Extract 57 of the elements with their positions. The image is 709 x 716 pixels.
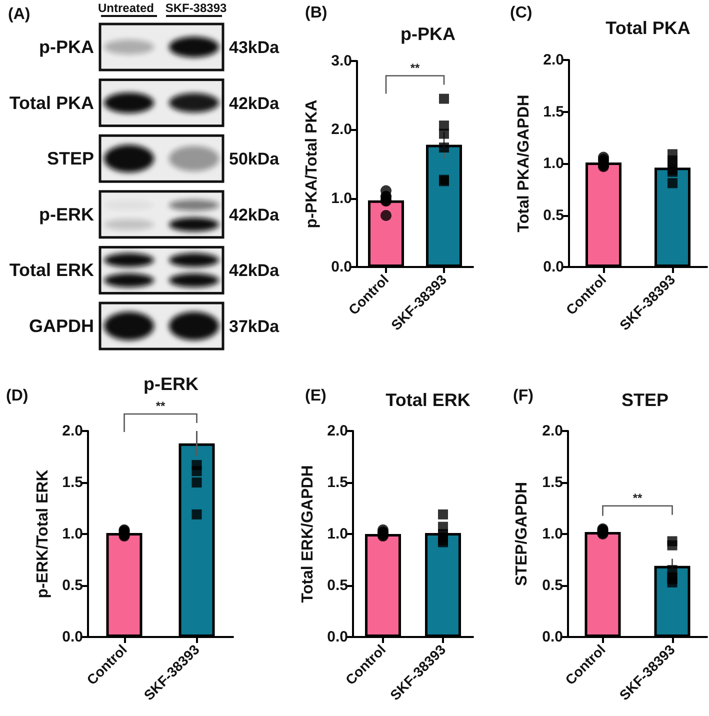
text: 42kDa <box>229 205 280 224</box>
text: (D) <box>6 388 28 404</box>
y-tick-label: 0.0 <box>327 628 348 646</box>
chart-title: Total ERK <box>386 390 470 410</box>
y-tick-label: 0.0 <box>331 258 352 276</box>
y-tick-label: 1.5 <box>543 103 564 120</box>
y-tick-label: 0.5 <box>327 577 348 594</box>
annotation: ** <box>410 60 420 75</box>
y-axis-title: Total PKA/GAPDH <box>516 94 533 232</box>
text: 43kDa <box>229 38 280 57</box>
y-axis-title: STEP/GAPDH <box>514 482 530 586</box>
y-tick-label: 2.0 <box>62 422 83 440</box>
text: (F) <box>513 388 534 404</box>
y-tick-label: 2.0 <box>331 121 352 138</box>
y-tick-label: 1.0 <box>331 190 352 207</box>
text: ** <box>156 399 166 413</box>
chart-title: p-PKA <box>400 24 456 44</box>
text: (E) <box>305 388 326 404</box>
y-tick-label: 0.5 <box>543 206 564 224</box>
text: SKF-38393 <box>165 1 228 15</box>
text: 50kDa <box>229 150 280 169</box>
text: 37kDa <box>229 317 280 336</box>
text: 42kDa <box>229 94 280 113</box>
y-tick-label: 1.0 <box>62 526 83 542</box>
y-tick-label: 1.0 <box>327 526 348 542</box>
y-axis-title: p-PKA/Total PKA <box>304 99 321 228</box>
text: GAPDH <box>28 316 94 336</box>
chart-title: p-ERK <box>144 374 198 394</box>
annotation: ** <box>632 490 642 505</box>
chart-title: Total PKA <box>606 18 690 38</box>
y-tick-label: 1.0 <box>543 155 564 172</box>
y-tick-label: 2.0 <box>327 422 348 440</box>
text: Total PKA <box>9 92 94 113</box>
text: 42kDa <box>229 261 280 280</box>
y-axis-title: p-ERK/Total ERK <box>34 469 52 598</box>
y-tick-label: 2.0 <box>542 422 563 440</box>
y-tick-label: 0.0 <box>543 258 564 276</box>
y-tick-label: 3.0 <box>331 52 352 70</box>
y-tick-label: 2.0 <box>543 52 564 68</box>
text: p-ERK <box>39 204 94 224</box>
text: Untreated <box>98 1 154 15</box>
y-tick-label: 0.5 <box>542 577 563 594</box>
y-tick-label: 1.5 <box>327 474 348 491</box>
y-tick-label: 0.5 <box>62 577 83 594</box>
y-tick-label: 1.5 <box>62 474 83 491</box>
text: (C) <box>510 4 532 22</box>
y-tick-label: 0.0 <box>62 628 83 646</box>
text: p-PKA <box>39 37 94 57</box>
chart-title: STEP <box>621 390 669 410</box>
text: Total ERK <box>9 260 94 280</box>
y-tick-label: 1.0 <box>542 526 563 542</box>
y-axis-title: Total ERK/GAPDH <box>300 465 317 603</box>
text: (B) <box>305 4 328 22</box>
text: (A) <box>8 6 30 23</box>
text: STEP <box>46 148 94 169</box>
y-tick-label: 1.5 <box>542 474 563 491</box>
y-tick-label: 0.0 <box>542 628 563 646</box>
